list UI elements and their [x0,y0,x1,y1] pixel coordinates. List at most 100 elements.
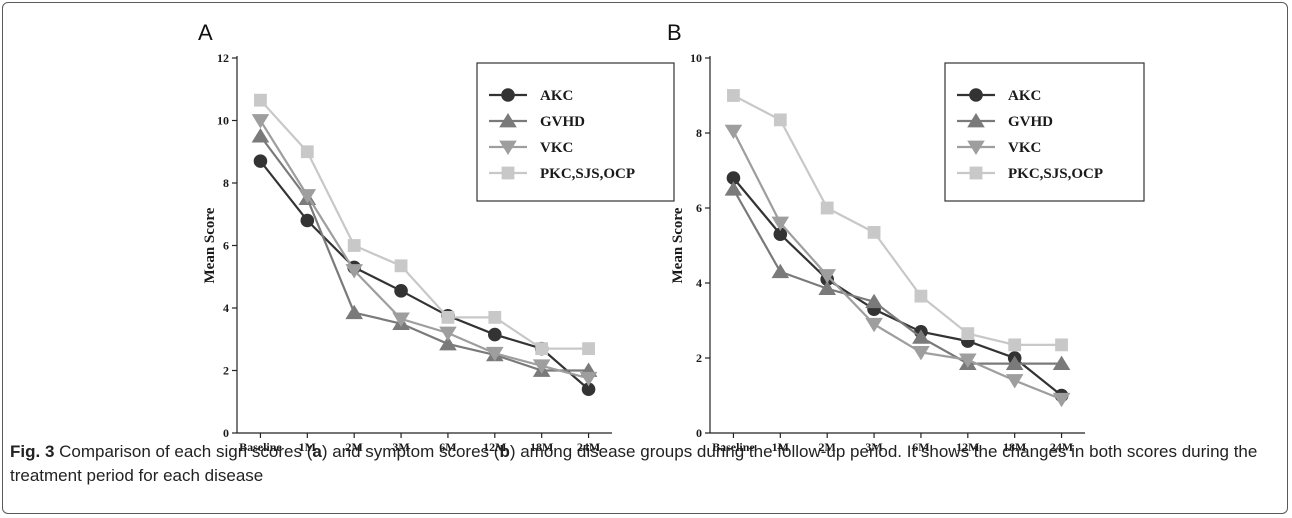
data-point [298,189,317,204]
x-tick-label: 1M [772,440,789,454]
series-gvhd [724,181,1071,371]
series-line [732,188,1062,365]
data-point [581,382,596,397]
legend-label: GVHD [1008,114,1053,130]
y-tick-label: 6 [696,201,702,215]
data-point [439,326,457,341]
legend-marker [499,140,517,155]
series-pkc-sjs-ocp [254,93,595,356]
data-point [392,312,410,327]
y-axis-label: Mean Score [670,207,686,283]
data-point [253,154,268,168]
x-tick-label: 18M [1003,440,1026,454]
x-tick-label: 2M [346,440,363,454]
data-point [771,263,790,279]
data-point [394,259,408,273]
caption-panel-b-ref: b [499,442,510,461]
y-tick-label: 4 [223,301,229,315]
y-tick-label: 10 [690,51,702,65]
legend-marker [501,166,515,180]
data-point [818,269,836,284]
caption-fig-label: Fig. 3 [10,442,55,461]
data-point [961,327,975,341]
x-tick-label: 6M [912,440,929,454]
legend-label: AKC [540,88,573,104]
y-tick-label: 6 [223,239,229,253]
data-point [1005,374,1024,389]
data-point [867,225,881,239]
series-pkc-sjs-ocp [727,89,1068,352]
data-point [251,128,270,143]
data-point [771,216,790,231]
x-tick-label: 12M [956,440,979,454]
data-point [865,293,883,309]
data-point [1052,392,1071,408]
figure-caption: Fig. 3 Comparison of each sign scores (a… [10,440,1282,488]
y-axis-label: Mean Score [202,207,218,283]
data-point [300,145,314,159]
data-point [1052,355,1071,371]
legend-label: GVHD [540,114,585,130]
data-point [773,113,787,127]
x-tick-label: 1M [299,440,316,454]
data-point [439,335,457,351]
data-point [535,342,549,356]
series-line [259,99,589,350]
y-tick-label: 0 [223,426,229,440]
legend-label: VKC [1008,140,1041,156]
data-point [818,280,836,296]
caption-text-1: Comparison of each sign scores ( [54,442,313,461]
data-point [347,239,361,252]
y-tick-label: 8 [223,176,229,190]
data-point [1005,355,1024,371]
legend-label: VKC [540,140,573,156]
series-line [259,119,589,380]
data-point [912,329,930,344]
data-point [300,213,315,228]
data-point [914,289,928,303]
series-line [732,94,1062,346]
series-vkc [724,124,1071,408]
chart-panel-a: A 0 2 4 6 8 10 12 Baseline 1M 2M 3M 6M 12M 18M 24M Mean … [198,20,675,454]
data-point [488,327,502,342]
series-line [732,130,1062,401]
legend-marker [967,113,985,128]
x-tick-label: Baseline [712,440,755,454]
y-tick-label: 10 [217,114,229,128]
data-point [254,93,267,107]
x-tick-label: 3M [392,440,409,454]
x-tick-label: 3M [865,440,882,454]
data-point [724,124,743,140]
panel-letter: B [667,20,682,45]
series-vkc [251,114,598,387]
data-point [532,359,551,374]
data-point [486,346,504,362]
x-tick-label: Baseline [239,440,282,454]
data-point [1008,338,1022,352]
legend-marker [967,140,985,155]
legend: AKC GVHD VKC PKC,SJS,OCP [944,62,1145,202]
legend-label: PKC,SJS,OCP [1008,166,1103,182]
legend-marker [499,113,517,128]
x-tick-label: 18M [530,440,553,454]
data-point [488,310,502,324]
data-point [726,171,741,185]
data-point [1055,338,1068,352]
data-point [820,201,834,215]
data-point [865,317,883,333]
data-point [959,353,977,368]
series-line [259,135,589,372]
data-point [912,345,930,361]
data-point [345,304,363,320]
x-tick-label: 2M [819,440,836,454]
data-point [251,114,270,129]
y-tick-label: 4 [696,276,702,290]
data-point [579,371,598,387]
y-tick-label: 0 [696,426,702,440]
y-tick-label: 8 [696,126,702,140]
caption-text-2: ) and symptom scores ( [321,442,500,461]
series-line [259,160,590,391]
legend-label: PKC,SJS,OCP [540,166,635,182]
